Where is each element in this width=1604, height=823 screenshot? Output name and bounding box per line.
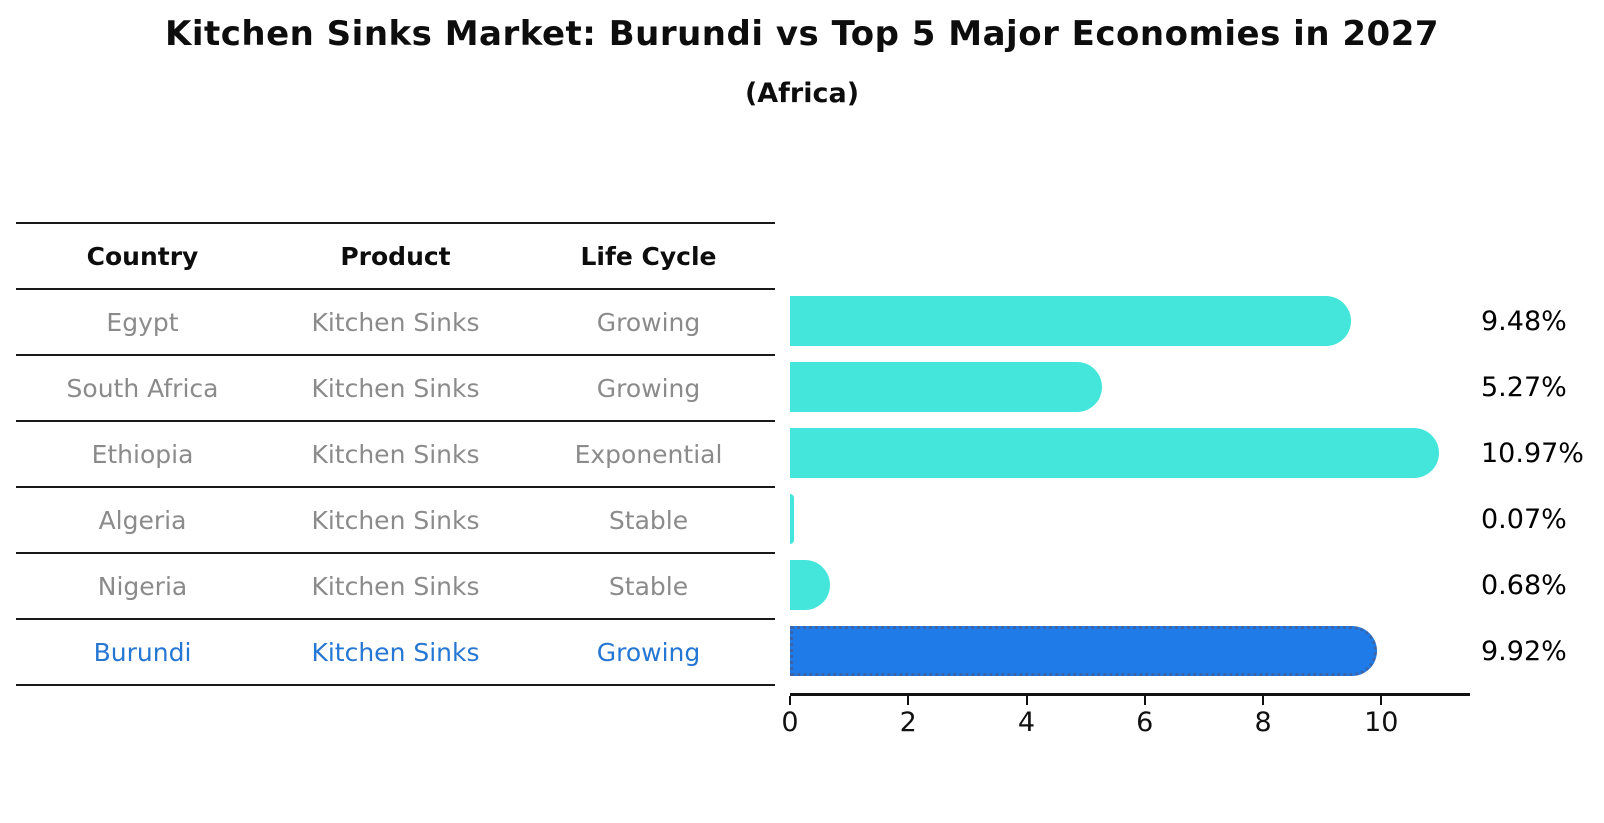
x-tick-mark [1025, 696, 1028, 705]
country-cell: Nigeria [97, 571, 188, 601]
life-cycle-cell: Growing [596, 307, 701, 337]
value-label-egypt: 9.48% [1481, 305, 1567, 337]
x-tick-label: 6 [1136, 707, 1154, 738]
x-tick-label: 0 [781, 707, 799, 738]
product-cell: Kitchen Sinks [311, 637, 480, 667]
value-label-algeria: 0.07% [1481, 503, 1567, 535]
life-cycle-cell: Stable [608, 505, 689, 535]
x-tick-mark [1380, 696, 1383, 705]
x-tick-mark [1262, 696, 1265, 705]
bar-egypt [790, 296, 1351, 346]
bar-row [790, 552, 1470, 618]
bar-row [790, 486, 1470, 552]
x-tick-label: 2 [899, 707, 917, 738]
col-header-product: Product [340, 241, 451, 271]
table-row-algeria: Algeria Kitchen Sinks Stable [16, 488, 775, 554]
bar-burundi-highlighted [790, 626, 1377, 676]
x-tick-label: 4 [1017, 707, 1036, 738]
bar-row [790, 354, 1470, 420]
product-cell: Kitchen Sinks [311, 571, 480, 601]
life-cycle-cell: Growing [596, 637, 701, 667]
value-label-ethiopia: 10.97% [1481, 437, 1584, 469]
product-cell: Kitchen Sinks [311, 439, 480, 469]
table-header-row: Country Product Life Cycle [16, 224, 775, 290]
value-label-burundi: 9.92% [1481, 635, 1567, 667]
table-row-egypt: Egypt Kitchen Sinks Growing [16, 290, 775, 356]
chart-title: Kitchen Sinks Market: Burundi vs Top 5 M… [164, 14, 1440, 54]
x-tick-mark [789, 696, 791, 705]
bar-south-africa [790, 362, 1102, 412]
life-cycle-cell: Stable [608, 571, 689, 601]
chart-subtitle: (Africa) [744, 78, 860, 109]
x-axis-line [790, 693, 1470, 696]
product-cell: Kitchen Sinks [311, 307, 480, 337]
x-tick-label: 8 [1254, 707, 1272, 738]
country-cell: South Africa [66, 373, 219, 403]
bar-algeria [790, 494, 795, 544]
value-label-nigeria: 0.68% [1481, 569, 1567, 601]
x-tick-mark [1143, 696, 1146, 705]
bar-ethiopia [790, 428, 1439, 478]
x-tick-label: 10 [1364, 707, 1399, 738]
bar-row [790, 618, 1470, 684]
life-cycle-cell: Growing [596, 373, 701, 403]
value-label-south-africa: 5.27% [1481, 371, 1567, 403]
bar-row [790, 288, 1470, 354]
country-cell: Algeria [98, 505, 187, 535]
col-header-country: Country [86, 241, 199, 271]
col-header-life-cycle: Life Cycle [580, 241, 717, 271]
country-cell: Burundi [93, 637, 192, 667]
value-labels: 9.48% 5.27% 10.97% 0.07% 0.68% 9.92% [1481, 288, 1601, 684]
bar-nigeria [790, 560, 831, 610]
table-row-ethiopia: Ethiopia Kitchen Sinks Exponential [16, 422, 775, 488]
table-row-nigeria: Nigeria Kitchen Sinks Stable [16, 554, 775, 620]
x-axis: 0 2 4 6 8 10 [781, 693, 1470, 753]
product-cell: Kitchen Sinks [311, 373, 480, 403]
country-cell: Egypt [106, 307, 179, 337]
table-row-south-africa: South Africa Kitchen Sinks Growing [16, 356, 775, 422]
life-cycle-cell: Exponential [574, 439, 723, 469]
table-row-burundi: Burundi Kitchen Sinks Growing [16, 620, 775, 686]
product-cell: Kitchen Sinks [311, 505, 480, 535]
country-cell: Ethiopia [91, 439, 194, 469]
x-tick-mark [907, 696, 910, 705]
bar-row [790, 420, 1470, 486]
bar-chart-area [790, 288, 1470, 684]
country-table: Country Product Life Cycle Egypt Kitchen… [16, 222, 775, 686]
